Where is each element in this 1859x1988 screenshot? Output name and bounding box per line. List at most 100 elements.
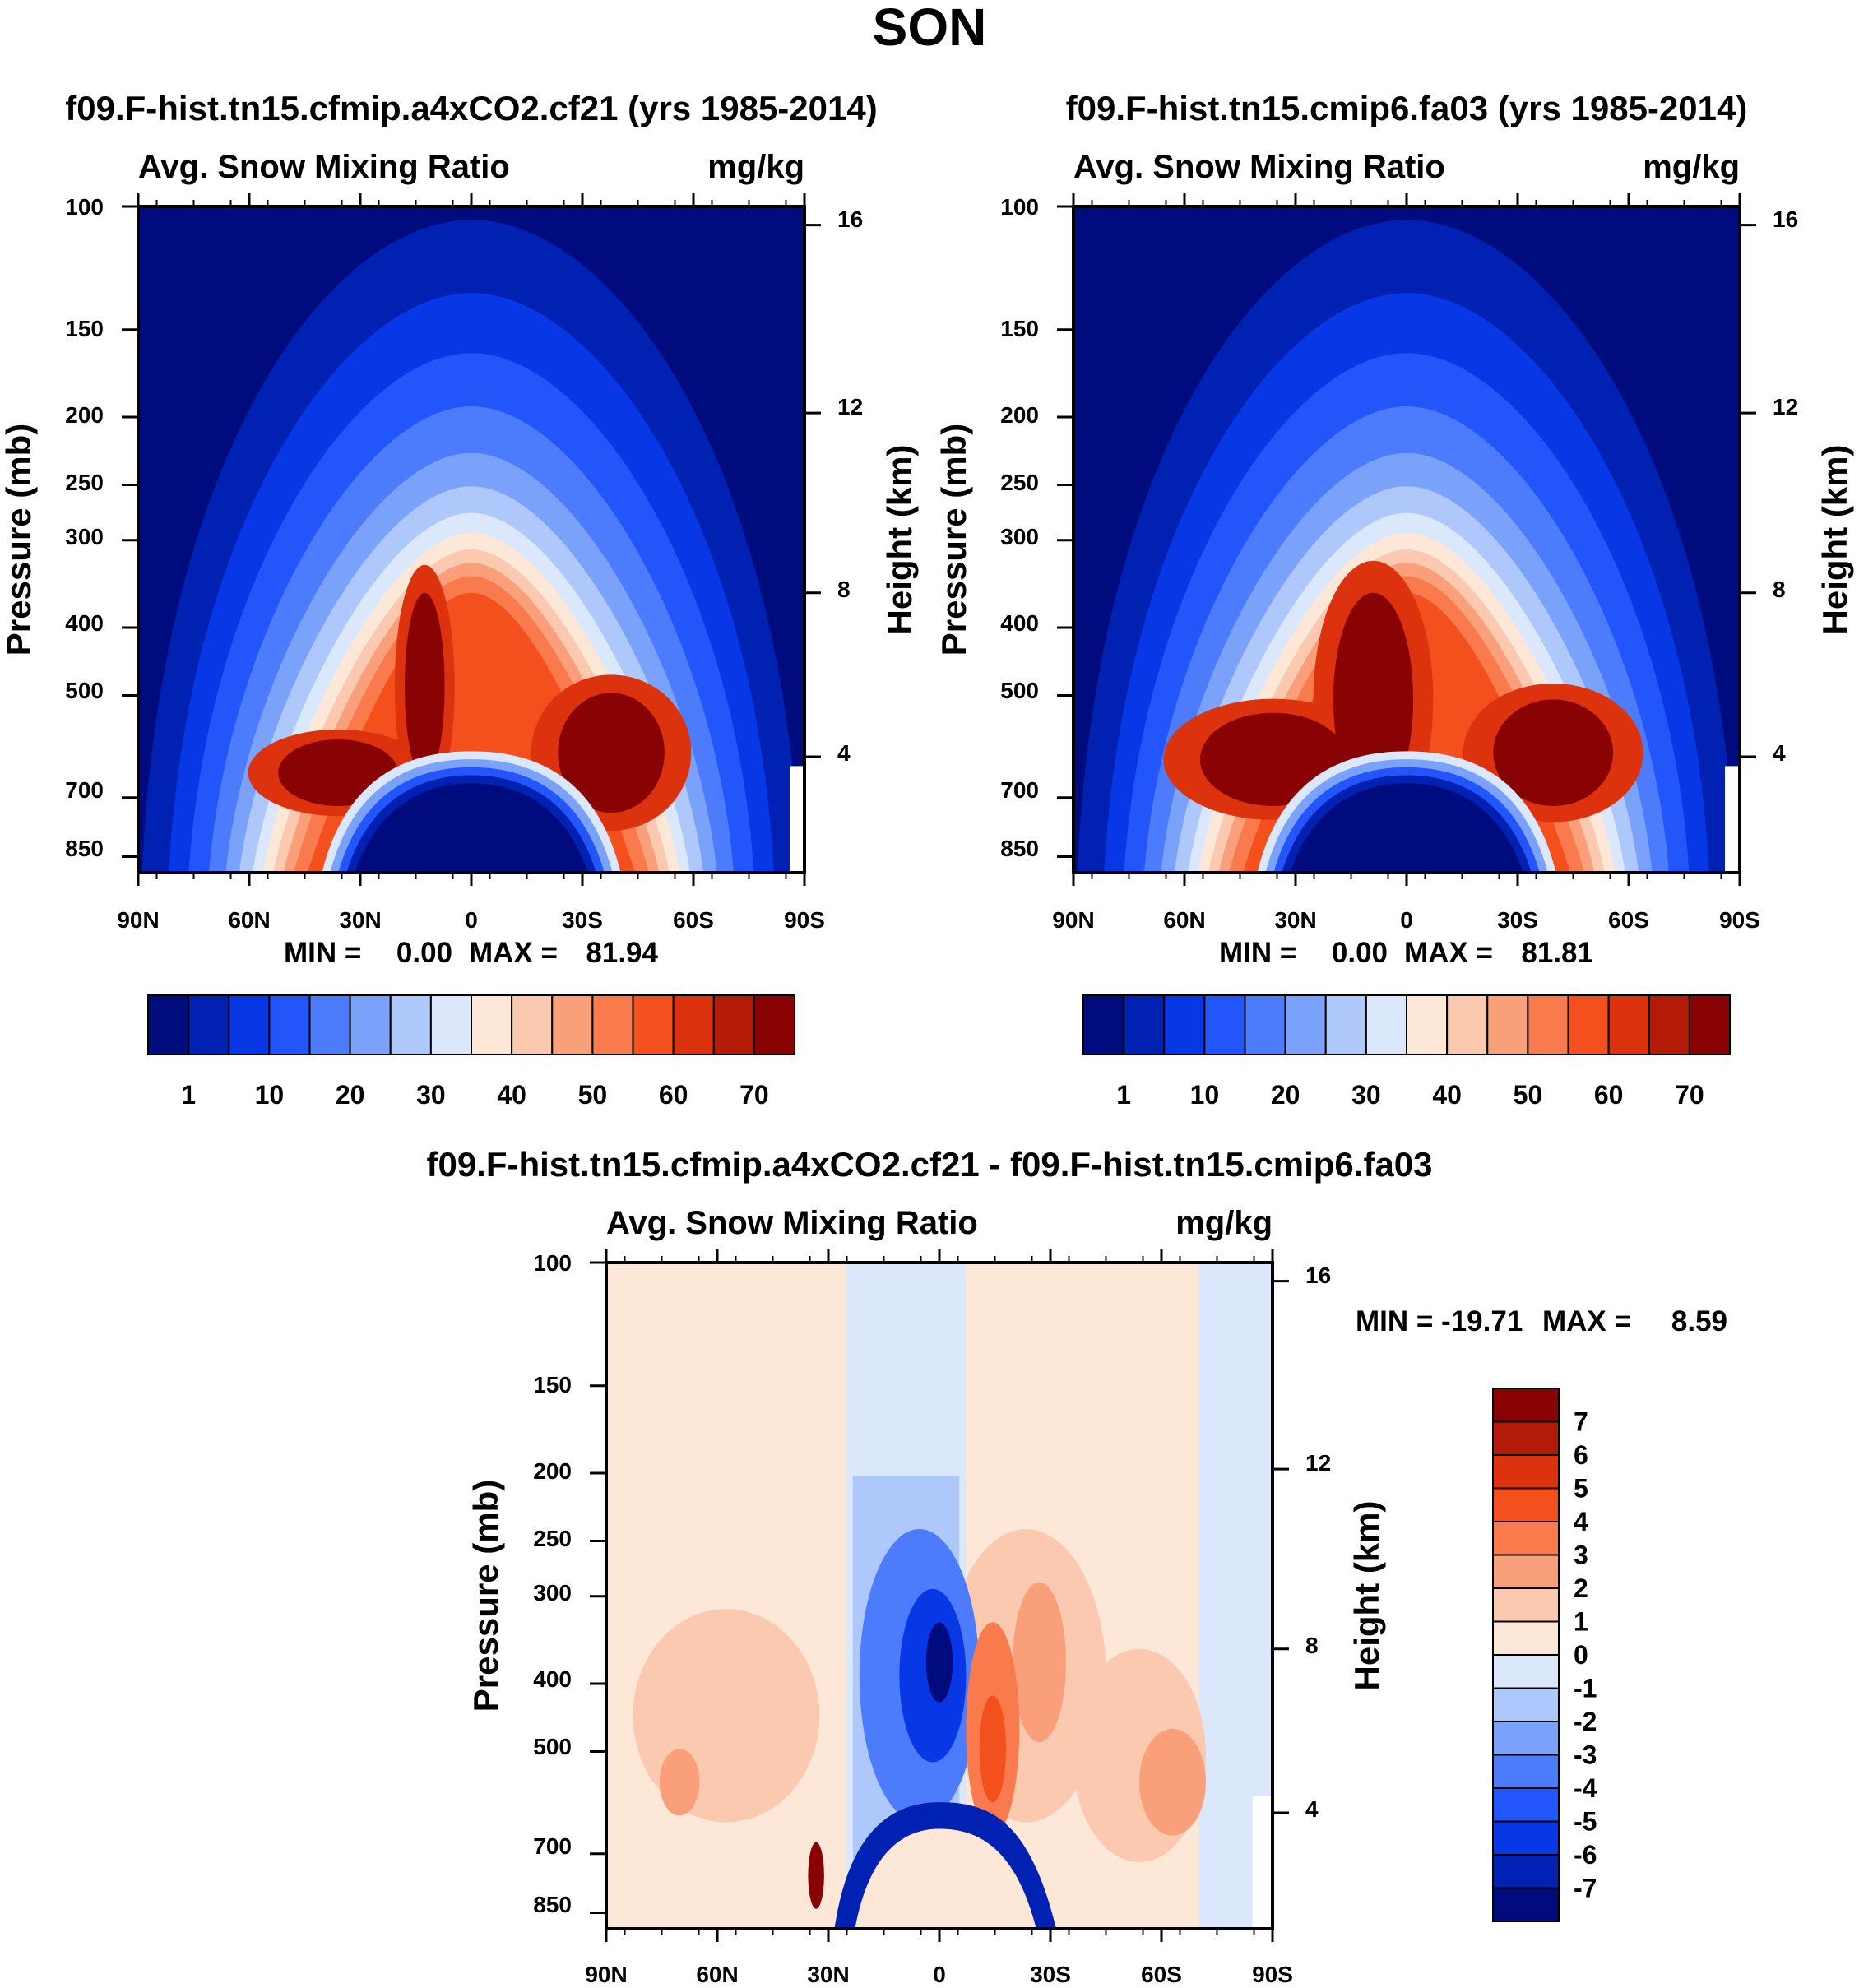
panel-c-xtick: 30S: [1030, 1962, 1071, 1987]
panel-c-xtick: 30N: [807, 1962, 849, 1987]
panel-b-ytick: 250: [1000, 470, 1039, 495]
panel-c-ytick: 200: [533, 1458, 572, 1484]
colorbar-label: -5: [1574, 1807, 1597, 1837]
contour-max-core: [558, 693, 665, 813]
colorbar-label: -4: [1574, 1773, 1597, 1803]
panel-b-ytick: 850: [1000, 836, 1039, 861]
missing-data-region: [1252, 1796, 1273, 1929]
colorbar-swatch: [1284, 994, 1327, 1055]
colorbar-swatch: [147, 994, 190, 1055]
colorbar-swatch: [1446, 994, 1489, 1055]
colorbar-label: 60: [1594, 1080, 1624, 1110]
colorbar-swatch: [1567, 994, 1610, 1055]
colorbar-swatch: [1123, 994, 1166, 1055]
colorbar-swatch: [1492, 1554, 1560, 1589]
panel-c-y2tick: 16: [1305, 1263, 1331, 1288]
colorbar-label: 10: [1190, 1080, 1220, 1110]
colorbar-swatch: [1486, 994, 1529, 1055]
colorbar-swatch: [1082, 994, 1125, 1055]
panel-b-ytick: 400: [1000, 610, 1039, 636]
colorbar-label: 40: [497, 1080, 526, 1110]
colorbar-swatch: [389, 994, 432, 1055]
panel-c: f09.F-hist.tn15.cfmip.a4xCO2.cf21 - f09.…: [426, 1145, 1727, 1987]
panel-c-y2tick: 8: [1305, 1633, 1319, 1658]
colorbar-label: 1: [1574, 1607, 1588, 1637]
panel-a-max-label: MAX =: [469, 937, 558, 969]
panel-a-y2label: Height (km): [880, 445, 919, 635]
colorbar-swatch: [1492, 1454, 1560, 1490]
panel-b-contour-field: [1073, 206, 1740, 873]
panel-b: f09.F-hist.tn15.cmip6.fa03 (yrs 1985-201…: [934, 89, 1854, 1110]
colorbar-label: 30: [416, 1080, 446, 1110]
colorbar-label: -1: [1574, 1674, 1597, 1703]
panel-c-axes: 90N 60N 30N 0 30S 60S 90S 100 150 200 25…: [466, 1250, 1386, 1987]
panel-b-max-value: 81.81: [1521, 937, 1593, 969]
colorbar-label: -7: [1574, 1874, 1597, 1903]
colorbar-swatch: [1492, 1754, 1560, 1789]
colorbar-label: 50: [578, 1080, 608, 1110]
colorbar-swatch: [632, 994, 675, 1055]
missing-data-region: [1725, 766, 1740, 873]
panel-b-ylabel: Pressure (mb): [934, 424, 973, 656]
panel-a-xtick: 30S: [562, 907, 603, 933]
panel-a: f09.F-hist.tn15.cfmip.a4xCO2.cf21 (yrs 1…: [0, 89, 919, 1110]
contour-max-core: [405, 592, 445, 780]
colorbar-swatch: [1163, 994, 1206, 1055]
colorbar-swatch: [1492, 1654, 1560, 1689]
panel-a-subtitle-left: Avg. Snow Mixing Ratio: [138, 149, 510, 185]
panel-c-colorbar: 76 5 4 3 2 10 -1 -2 -3-4 -5-6 -7: [1492, 1388, 1597, 1922]
colorbar-label: 50: [1514, 1080, 1543, 1110]
panel-b-xtick: 30N: [1274, 907, 1316, 933]
panel-b-xtick: 60N: [1163, 907, 1205, 933]
colorbar-label: 30: [1351, 1080, 1381, 1110]
panel-a-ytick: 250: [65, 470, 104, 495]
colorbar-swatch: [1203, 994, 1246, 1055]
colorbar-swatch: [1492, 1887, 1560, 1922]
colorbar-label: 10: [255, 1080, 285, 1110]
panel-c-xtick: 0: [933, 1962, 946, 1987]
colorbar-swatch: [188, 994, 230, 1055]
panel-c-ytick: 150: [533, 1372, 572, 1397]
panel-b-subtitle-right: mg/kg: [1643, 149, 1740, 185]
colorbar-swatch: [551, 994, 594, 1055]
panel-a-y2tick: 4: [837, 740, 851, 766]
panel-b-ytick: 700: [1000, 777, 1039, 803]
colorbar-swatch: [1492, 1620, 1560, 1656]
panel-b-xtick: 30S: [1497, 907, 1538, 933]
panel-c-ytick: 400: [533, 1666, 572, 1692]
colorbar-swatch: [228, 994, 271, 1055]
panel-a-y2tick: 16: [837, 206, 863, 232]
colorbar-swatch: [1492, 1687, 1560, 1722]
colorbar-swatch: [1492, 1854, 1560, 1889]
colorbar-swatch: [1492, 1820, 1560, 1856]
colorbar-label: -6: [1574, 1840, 1597, 1870]
panel-a-colorbar: 1 10 20 30 40 50 60 70: [147, 994, 795, 1110]
contour-level: [1013, 1582, 1066, 1743]
colorbar-label: 20: [336, 1080, 365, 1110]
panel-b-xtick: 90S: [1719, 907, 1760, 933]
colorbar-swatch: [753, 994, 795, 1055]
tick-marks: [1057, 193, 1756, 886]
panel-a-max-value: 81.94: [586, 937, 658, 969]
panel-b-ytick: 500: [1000, 678, 1039, 703]
panel-c-max-label: MAX =: [1542, 1305, 1631, 1337]
panel-b-ytick: 100: [1000, 194, 1039, 220]
panel-b-min-value: 0.00: [1332, 937, 1388, 969]
colorbar-swatch: [429, 994, 472, 1055]
colorbar-swatch: [1492, 1587, 1560, 1623]
panel-a-min-label: MIN =: [284, 937, 361, 969]
panel-b-ytick: 150: [1000, 316, 1039, 341]
panel-c-contour-field: [606, 1263, 1273, 1929]
colorbar-label: 2: [1574, 1573, 1588, 1603]
contour-level: [1290, 783, 1523, 873]
panel-c-xtick: 90S: [1252, 1962, 1293, 1987]
colorbar-swatch: [511, 994, 554, 1055]
panel-a-xtick: 90N: [117, 907, 159, 933]
panel-b-xtick: 0: [1400, 907, 1413, 933]
colorbar-label: 70: [739, 1080, 769, 1110]
missing-data-region: [790, 766, 804, 873]
panel-c-ytick: 850: [533, 1892, 572, 1917]
panel-c-ytick: 100: [533, 1250, 572, 1276]
panel-a-ytick: 100: [65, 194, 104, 220]
